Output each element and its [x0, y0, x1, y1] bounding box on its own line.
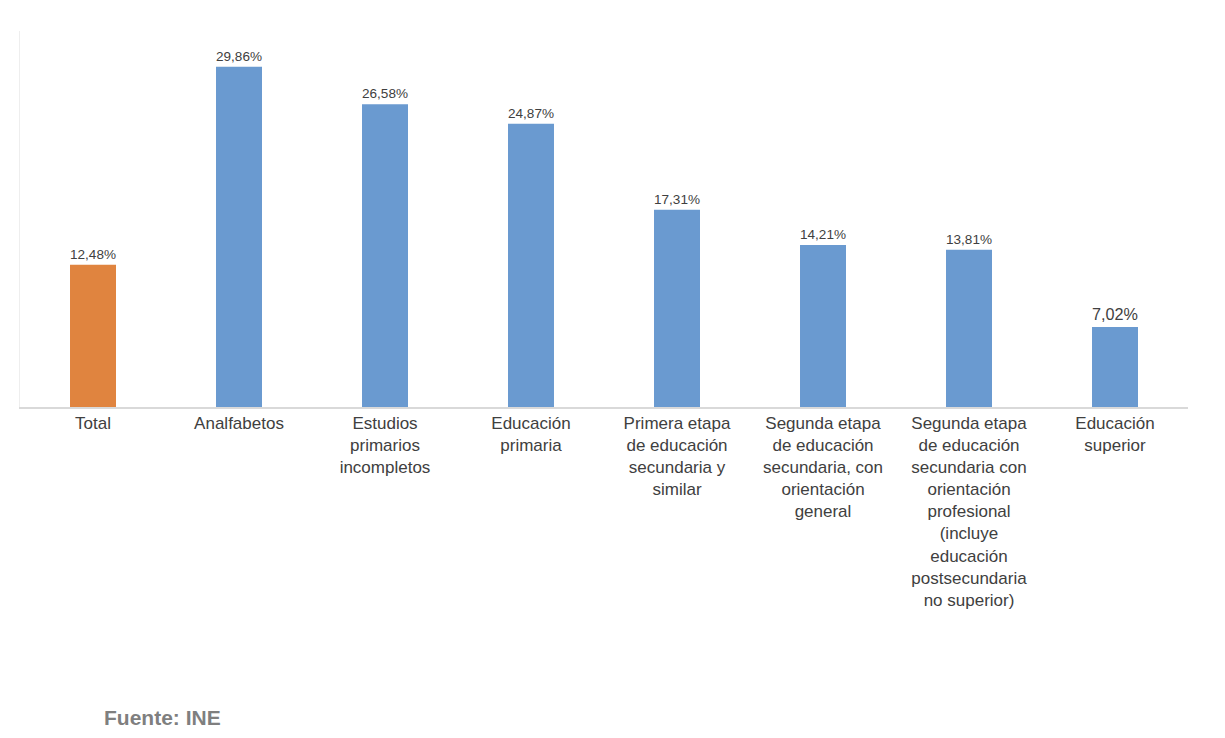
svg-text:29,86%: 29,86% [216, 49, 262, 64]
svg-text:17,31%: 17,31% [654, 192, 700, 207]
svg-text:Educaciónprimaria: Educaciónprimaria [491, 414, 570, 455]
svg-text:Segunda etapade educaciónsecun: Segunda etapade educaciónsecundaria, con… [763, 414, 883, 521]
svg-text:14,21%: 14,21% [800, 227, 846, 242]
svg-text:Educaciónsuperior: Educaciónsuperior [1075, 414, 1154, 455]
svg-text:Segunda etapade educaciónsecun: Segunda etapade educaciónsecundaria cono… [911, 414, 1027, 610]
svg-text:Primera etapade educaciónsecun: Primera etapade educaciónsecundaria ysim… [624, 414, 731, 499]
svg-text:Analfabetos: Analfabetos [194, 414, 284, 433]
svg-text:Estudiosprimariosincompletos: Estudiosprimariosincompletos [340, 414, 431, 477]
svg-text:Fuente: INE: Fuente: INE [104, 706, 221, 729]
svg-text:26,58%: 26,58% [362, 86, 408, 101]
svg-text:13,81%: 13,81% [946, 232, 992, 247]
svg-text:7,02%: 7,02% [1092, 305, 1138, 323]
svg-text:12,48%: 12,48% [70, 247, 116, 262]
svg-text:Total: Total [75, 414, 111, 433]
svg-text:24,87%: 24,87% [508, 106, 554, 121]
